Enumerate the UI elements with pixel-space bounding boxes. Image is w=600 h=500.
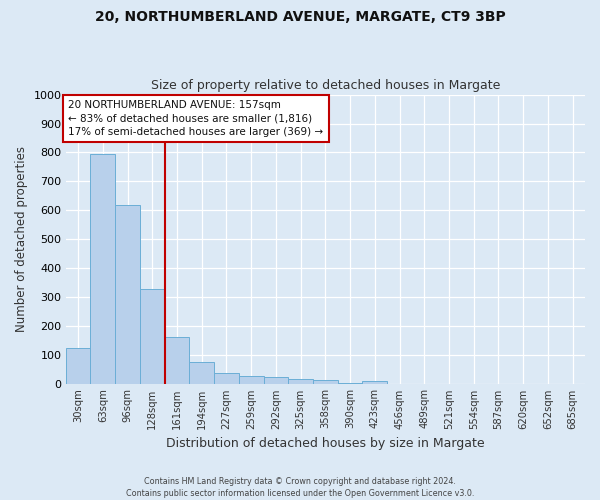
Title: Size of property relative to detached houses in Margate: Size of property relative to detached ho… (151, 79, 500, 92)
Bar (164, 337, 190, 384)
Y-axis label: Number of detached properties: Number of detached properties (15, 146, 28, 332)
Bar (362, 381, 387, 384)
Bar (338, 382, 362, 384)
Bar (288, 379, 313, 384)
X-axis label: Distribution of detached houses by size in Margate: Distribution of detached houses by size … (166, 437, 485, 450)
Bar (313, 380, 338, 384)
Bar (115, 204, 140, 384)
Bar (263, 376, 288, 384)
Text: Contains HM Land Registry data © Crown copyright and database right 2024.
Contai: Contains HM Land Registry data © Crown c… (126, 476, 474, 498)
Text: 20 NORTHUMBERLAND AVENUE: 157sqm
← 83% of detached houses are smaller (1,816)
17: 20 NORTHUMBERLAND AVENUE: 157sqm ← 83% o… (68, 100, 323, 136)
Bar (190, 362, 214, 384)
Bar (91, 154, 115, 384)
Bar (239, 376, 263, 384)
Bar (140, 288, 164, 384)
Text: 20, NORTHUMBERLAND AVENUE, MARGATE, CT9 3BP: 20, NORTHUMBERLAND AVENUE, MARGATE, CT9 … (95, 10, 505, 24)
Bar (66, 348, 91, 384)
Bar (214, 372, 239, 384)
